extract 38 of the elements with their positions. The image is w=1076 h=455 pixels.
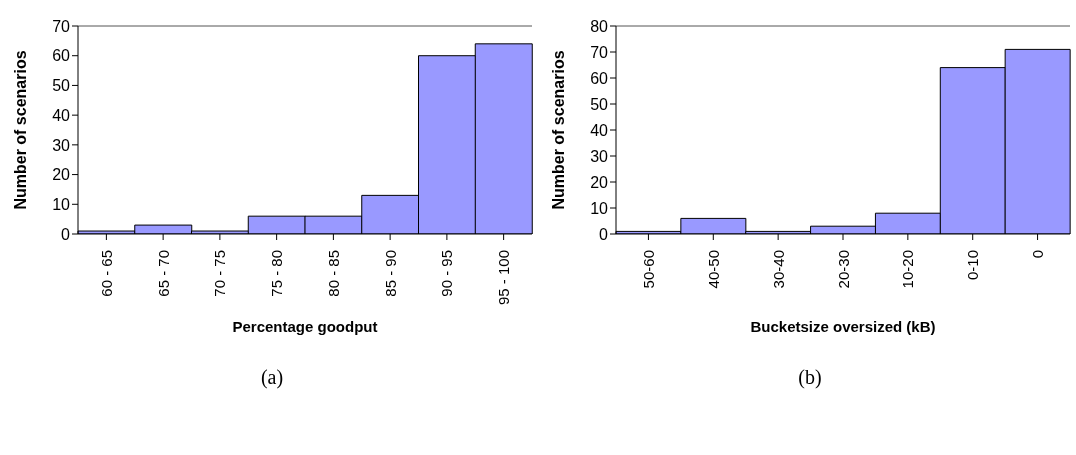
x-tick-label: 50-60 xyxy=(639,250,657,289)
text: (b) xyxy=(797,366,823,389)
y-tick-label: 10 xyxy=(52,195,71,213)
y-tick-label: 10 xyxy=(590,199,609,217)
y-axis-title: Number of scenarios xyxy=(11,50,29,210)
y-axis-title: Number of scenarios xyxy=(549,50,567,210)
x-tick-label: 90 - 95 xyxy=(438,250,456,297)
y-tick-label: 40 xyxy=(52,106,71,124)
x-tick-label: 0-10 xyxy=(964,250,982,281)
x-tick-label: 70 - 75 xyxy=(211,250,229,297)
x-tick-label: 75 - 80 xyxy=(268,250,286,297)
text: (a) xyxy=(259,366,285,389)
y-tick-label: 0 xyxy=(61,225,71,243)
x-tick-label: 20-30 xyxy=(834,250,852,289)
y-tick-label: 80 xyxy=(590,17,609,35)
x-tick-label: 40-50 xyxy=(704,250,722,289)
x-tick-label: 95 - 100 xyxy=(495,250,513,306)
y-tick-label: 40 xyxy=(590,121,609,139)
x-axis-title: Percentage goodput xyxy=(232,318,378,335)
y-tick-label: 50 xyxy=(590,95,609,113)
y-tick-label: 60 xyxy=(590,69,609,87)
x-tick-label: 85 - 90 xyxy=(381,250,399,297)
y-tick-label: 30 xyxy=(52,136,71,154)
y-tick-label: 60 xyxy=(52,47,71,65)
y-tick-label: 50 xyxy=(52,77,71,95)
y-tick-label: 20 xyxy=(590,173,609,191)
x-tick-label: 10-20 xyxy=(899,250,917,289)
x-tick-label: 60 - 65 xyxy=(97,250,115,297)
y-tick-label: 0 xyxy=(599,225,609,243)
y-tick-label: 30 xyxy=(590,147,609,165)
y-tick-label: 20 xyxy=(52,166,71,184)
y-tick-label: 70 xyxy=(52,17,71,35)
x-axis-title: Bucketsize oversized (kB) xyxy=(750,318,936,335)
x-tick-label: 30-40 xyxy=(769,250,787,289)
x-tick-label: 0 xyxy=(1029,250,1047,259)
x-tick-label: 80 - 85 xyxy=(324,250,342,297)
x-tick-label: 65 - 70 xyxy=(154,250,172,297)
y-tick-label: 70 xyxy=(590,43,609,61)
